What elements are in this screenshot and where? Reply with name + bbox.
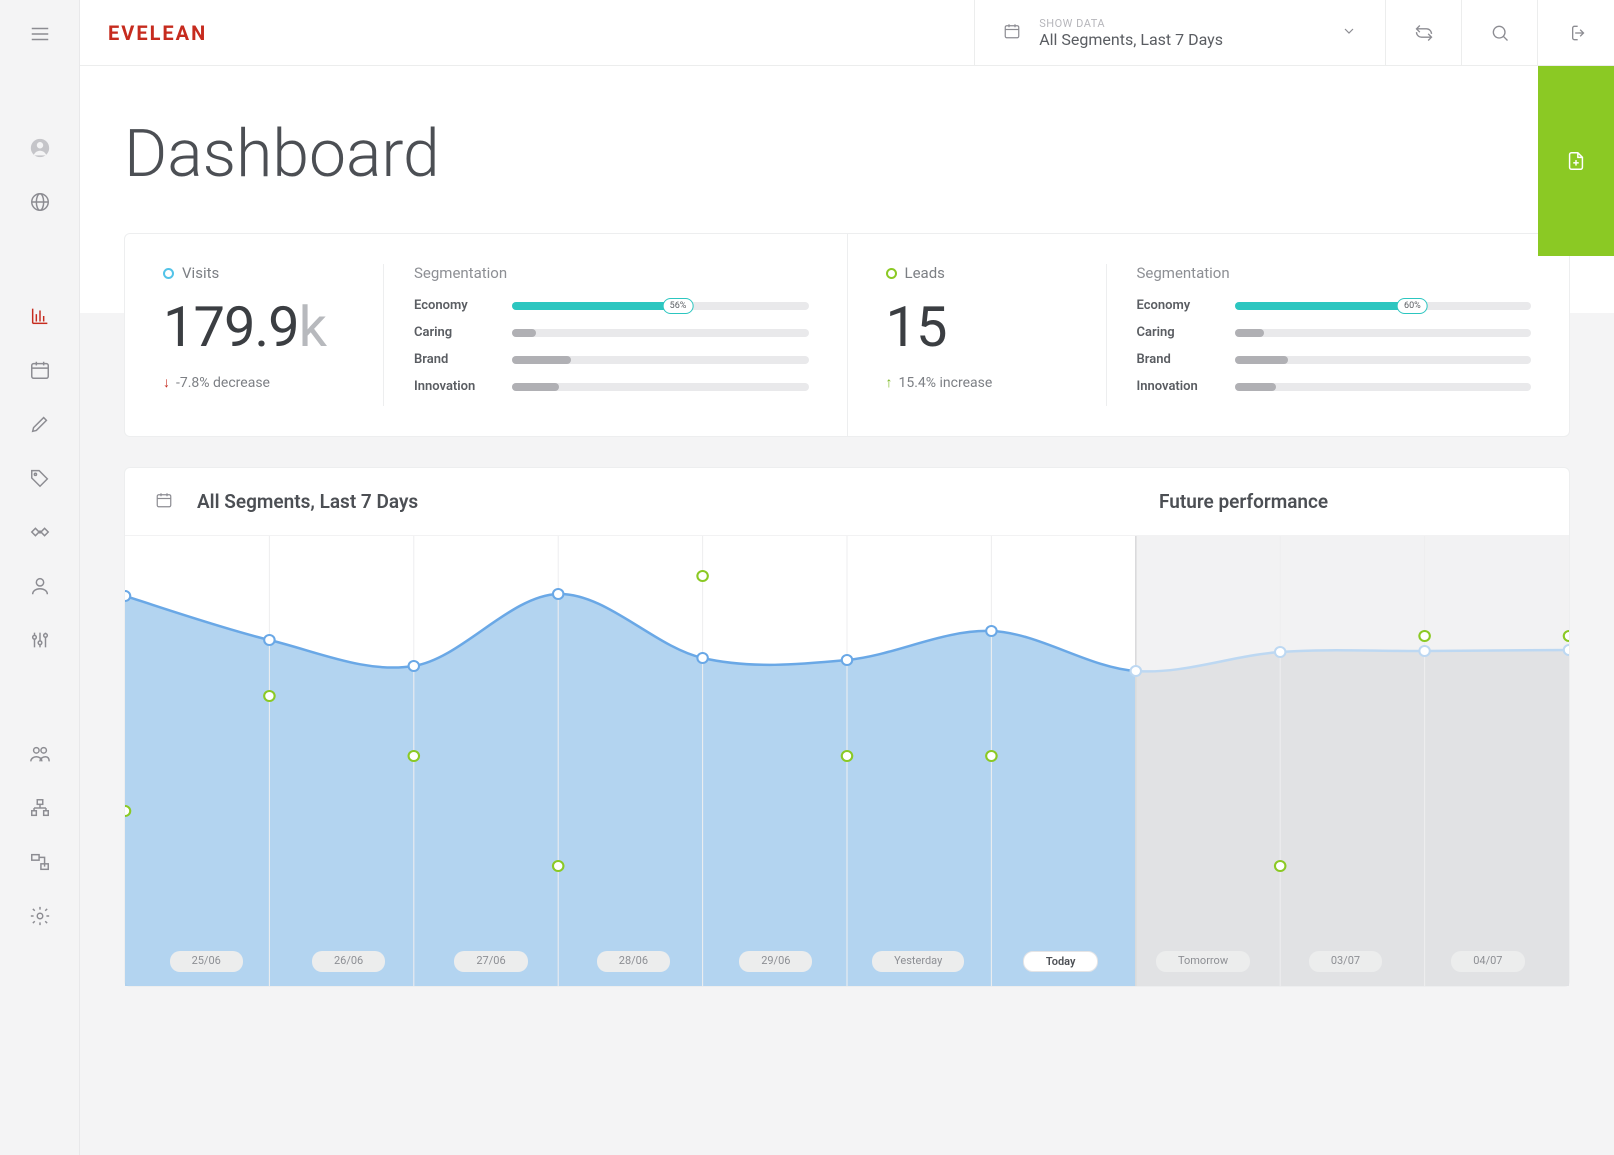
segment-row: Brand (1137, 352, 1532, 367)
chevron-down-icon (1341, 23, 1357, 43)
segment-row: Brand (414, 352, 809, 367)
stat-change: ↑15.4% increase (886, 374, 1106, 391)
topbar: EVELEAN SHOW DATA All Segments, Last 7 D… (80, 0, 1614, 66)
stat-value: 15 (886, 294, 1106, 360)
stat-value: 179.9k (163, 294, 383, 360)
x-axis-label: 29/06 (739, 951, 812, 972)
segmentation-title: Segmentation (1137, 264, 1532, 282)
stat-label: Visits (182, 264, 219, 282)
segment-label: Economy (1137, 298, 1217, 313)
segment-bar (1235, 356, 1532, 364)
handshake-icon[interactable] (26, 518, 54, 546)
calendar-icon (1003, 22, 1021, 44)
stat-dot-icon (886, 268, 897, 279)
chart-title-left: All Segments, Last 7 Days (197, 490, 418, 513)
sidebar-rail (0, 0, 80, 1155)
segment-bar (512, 383, 809, 391)
x-axis-label: 27/06 (454, 951, 527, 972)
segment-bar (512, 329, 809, 337)
stat-block: Visits 179.9k ↓-7.8% decrease Segmentation E… (125, 234, 847, 436)
org-icon[interactable] (26, 794, 54, 822)
x-axis-label: 28/06 (597, 951, 670, 972)
segment-badge: 60% (1397, 298, 1428, 314)
globe-icon[interactable] (26, 188, 54, 216)
x-axis-label: 25/06 (170, 951, 243, 972)
data-range-text: All Segments, Last 7 Days (1039, 30, 1223, 49)
stat-change: ↓-7.8% decrease (163, 374, 383, 391)
menu-icon[interactable] (26, 20, 54, 48)
segment-row: Economy 60% (1137, 298, 1532, 313)
x-axis-label: Yesterday (872, 951, 964, 972)
segment-label: Caring (414, 325, 494, 340)
segment-label: Brand (1137, 352, 1217, 367)
stats-card: Visits 179.9k ↓-7.8% decrease Segmentation E… (124, 233, 1570, 437)
segment-label: Caring (1137, 325, 1217, 340)
segment-bar (1235, 383, 1532, 391)
segment-row: Innovation (1137, 379, 1532, 394)
segment-bar: 56% (512, 302, 809, 310)
search-icon[interactable] (1462, 0, 1538, 65)
calendar-icon[interactable] (26, 356, 54, 384)
x-axis-label: Today (1023, 951, 1099, 972)
x-axis-label: Tomorrow (1156, 951, 1250, 972)
x-axis-label: 03/07 (1309, 951, 1382, 972)
workflow-icon[interactable] (26, 848, 54, 876)
chart-title-right: Future performance (1159, 490, 1539, 513)
segmentation-title: Segmentation (414, 264, 809, 282)
user-icon[interactable] (26, 572, 54, 600)
stat-block: Leads 15 ↑15.4% increase Segmentation Econom… (847, 234, 1570, 436)
brand-logo: EVELEAN (80, 21, 280, 45)
analytics-icon[interactable] (26, 302, 54, 330)
segment-badge: 56% (663, 298, 694, 314)
sliders-icon[interactable] (26, 626, 54, 654)
logout-icon[interactable] (1538, 0, 1614, 65)
segment-row: Economy 56% (414, 298, 809, 313)
segment-row: Caring (1137, 325, 1532, 340)
stat-dot-icon (163, 268, 174, 279)
segment-row: Innovation (414, 379, 809, 394)
x-axis-label: 26/06 (312, 951, 385, 972)
segment-label: Innovation (1137, 379, 1217, 394)
segment-row: Caring (414, 325, 809, 340)
segment-bar: 60% (1235, 302, 1532, 310)
segment-label: Economy (414, 298, 494, 313)
gear-icon[interactable] (26, 902, 54, 930)
refresh-icon[interactable] (1386, 0, 1462, 65)
x-axis-label: 04/07 (1451, 951, 1524, 972)
segment-label: Innovation (414, 379, 494, 394)
show-data-label: SHOW DATA (1039, 17, 1223, 30)
users-icon[interactable] (26, 740, 54, 768)
segment-bar (1235, 329, 1532, 337)
calendar-icon (155, 491, 173, 513)
arrow-down-icon: ↓ (163, 374, 170, 391)
segment-bar (512, 356, 809, 364)
add-button[interactable] (1538, 66, 1614, 256)
chart-card: All Segments, Last 7 Days Future perform… (124, 467, 1570, 987)
chart-area: 25/06 26/06 27/06 28/06 29/06 Yesterday Today T… (125, 536, 1569, 986)
arrow-up-icon: ↑ (886, 374, 893, 391)
tag-icon[interactable] (26, 464, 54, 492)
data-range-selector[interactable]: SHOW DATA All Segments, Last 7 Days (974, 0, 1386, 65)
segment-label: Brand (414, 352, 494, 367)
stat-label: Leads (905, 264, 945, 282)
profile-icon[interactable] (26, 134, 54, 162)
edit-icon[interactable] (26, 410, 54, 438)
